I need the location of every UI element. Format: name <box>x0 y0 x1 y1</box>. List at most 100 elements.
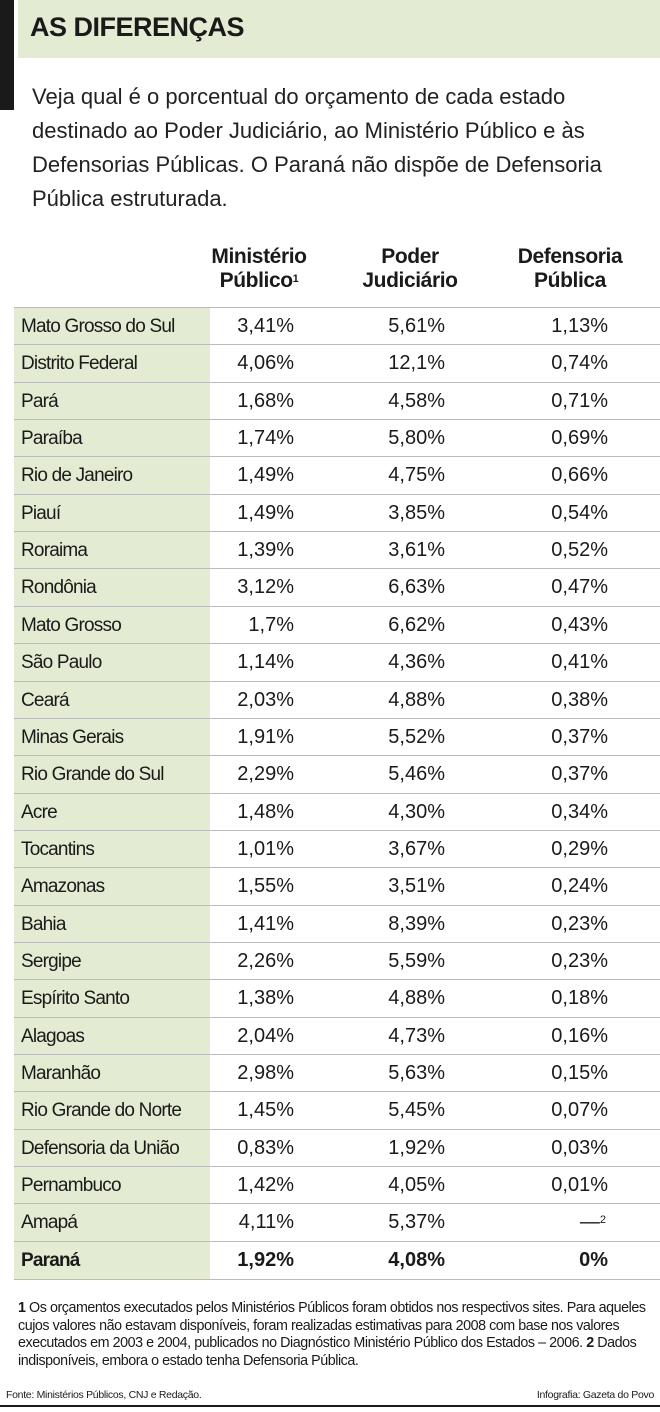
cell: 0,23% <box>551 912 608 935</box>
row-label: Espírito Santo <box>14 980 210 1018</box>
row-label: Bahia <box>14 905 210 943</box>
table-row: Maranhão 2,98% 5,63% 0,15% <box>14 1054 660 1093</box>
table-row: Pernambuco 1,42% 4,05% 0,01% <box>14 1166 660 1205</box>
cell: 0,69% <box>551 427 608 450</box>
table-row: Distrito Federal 4,06% 12,1% 0,74% <box>14 344 660 383</box>
table-row: Pará 1,68% 4,58% 0,71% <box>14 381 660 420</box>
cell: 3,12% <box>237 576 294 599</box>
title-band <box>18 0 660 58</box>
title: AS DIFERENÇAS <box>30 12 245 42</box>
cell: 8,39% <box>388 912 445 935</box>
intro: Veja qual é o porcentual do orçamento de… <box>32 84 602 211</box>
credit: Infografia: Gazeta do Povo <box>536 1389 654 1401</box>
cell: 1,74% <box>237 427 294 450</box>
cell: 0,18% <box>551 987 608 1010</box>
cell: 2,29% <box>237 763 294 786</box>
cell: 1,92% <box>388 1136 445 1159</box>
table-row: Espírito Santo 1,38% 4,88% 0,18% <box>14 979 660 1018</box>
row-label: Alagoas <box>14 1017 210 1055</box>
table-row: Ceará 2,03% 4,88% 0,38% <box>14 680 660 719</box>
cell: 6,62% <box>388 613 445 636</box>
cell: 2,26% <box>237 949 294 972</box>
cell: 0,43% <box>551 613 608 636</box>
table-row: Amazonas 1,55% 3,51% 0,24% <box>14 867 660 906</box>
table-row: Minas Gerais 1,91% 5,52% 0,37% <box>14 717 660 757</box>
header-line: Pública <box>534 269 606 292</box>
cell: 4,88% <box>388 987 445 1010</box>
cell: 5,45% <box>388 1099 445 1122</box>
row-label: Ceará <box>14 681 210 719</box>
cell: 1,42% <box>237 1174 294 1197</box>
header-line: Defensoria <box>517 245 623 268</box>
row-label: Acre <box>14 793 210 831</box>
cell: 2,98% <box>237 1062 294 1084</box>
cell: 5,52% <box>388 725 445 748</box>
cell: —2 <box>580 1204 606 1241</box>
cell: 0,37% <box>551 725 608 748</box>
cell: 0,71% <box>551 389 608 412</box>
cell: 0,83% <box>237 1136 294 1159</box>
cell: 4,58% <box>388 389 445 412</box>
table-row: São Paulo 1,14% 4,36% 0,41% <box>14 643 660 682</box>
cell: 1,7% <box>248 613 294 636</box>
cell: 5,59% <box>388 949 445 972</box>
table-row: Rio Grande do Sul 2,29% 5,46% 0,37% <box>14 755 660 794</box>
row-label: Amapá <box>14 1204 210 1242</box>
table-row: Rio de Janeiro 1,49% 4,75% 0,66% <box>14 456 660 495</box>
cell: 0,34% <box>551 800 608 823</box>
bottom-rule <box>0 1405 660 1407</box>
cell: 1,41% <box>237 912 294 935</box>
row-label: Mato Grosso do Sul <box>14 308 210 346</box>
column-header: Ministério Público1 <box>184 245 334 293</box>
cell: 0,74% <box>551 352 608 375</box>
cell: 1,92% <box>237 1248 294 1271</box>
table-row: Tocantins 1,01% 3,67% 0,29% <box>14 829 660 869</box>
cell: 0,47% <box>551 576 608 599</box>
cell: 4,75% <box>388 464 445 487</box>
cell: 3,51% <box>388 875 445 898</box>
cell: 0,52% <box>551 539 608 562</box>
footnote-number: 2 <box>586 1335 594 1351</box>
row-label: Pernambuco <box>14 1167 210 1205</box>
cell: 4,05% <box>388 1174 445 1197</box>
table-row: Piauí 1,49% 3,85% 0,54% <box>14 493 660 533</box>
table-row: Alagoas 2,04% 4,73% 0,16% <box>14 1016 660 1055</box>
cell: 3,85% <box>388 501 445 524</box>
footnote-text: Dados indisponíveis, embora o estado ten… <box>18 1335 637 1369</box>
row-label: Rio Grande do Sul <box>14 756 210 794</box>
table-row: Paraíba 1,74% 5,80% 0,69% <box>14 419 660 458</box>
cell: 4,30% <box>388 800 445 823</box>
note-ref: 2 <box>599 1214 606 1227</box>
cell: 1,68% <box>237 389 294 412</box>
column-header: Poder Judiciário <box>335 245 485 293</box>
table-row: Rondônia 3,12% 6,63% 0,47% <box>14 568 660 607</box>
header-line: Judiciário <box>362 269 458 292</box>
cell: 4,08% <box>388 1248 445 1271</box>
cell: 6,63% <box>388 576 445 599</box>
cell: 0,16% <box>551 1024 608 1047</box>
row-label: Piauí <box>14 494 210 533</box>
cell: 1,45% <box>237 1099 294 1122</box>
note-ref: 1 <box>292 273 299 285</box>
footnotes: 1 Os orçamentos executados pelos Ministé… <box>18 1300 658 1370</box>
cell: 0,37% <box>551 763 608 786</box>
cell: 5,37% <box>388 1211 445 1234</box>
row-label: Maranhão <box>14 1055 210 1093</box>
cell: 3,61% <box>388 539 445 562</box>
cell: 1,91% <box>237 725 294 748</box>
table-row: Rio Grande do Norte 1,45% 5,45% 0,07% <box>14 1091 660 1130</box>
row-label: Distrito Federal <box>14 345 210 383</box>
row-label: Rondônia <box>14 569 210 607</box>
cell: 0,29% <box>551 837 608 860</box>
cell: 2,03% <box>237 688 294 711</box>
row-label: Defensoria da União <box>14 1129 210 1167</box>
cell: 0,54% <box>551 501 608 524</box>
row-label: Mato Grosso <box>14 606 210 645</box>
cell-text: — <box>579 1211 600 1234</box>
cell: 12,1% <box>388 352 445 375</box>
header-line: Poder <box>381 245 439 268</box>
cell: 1,55% <box>237 875 294 898</box>
cell: 5,80% <box>388 427 445 450</box>
source: Fonte: Ministérios Públicos, CNJ e Redaç… <box>6 1389 202 1401</box>
